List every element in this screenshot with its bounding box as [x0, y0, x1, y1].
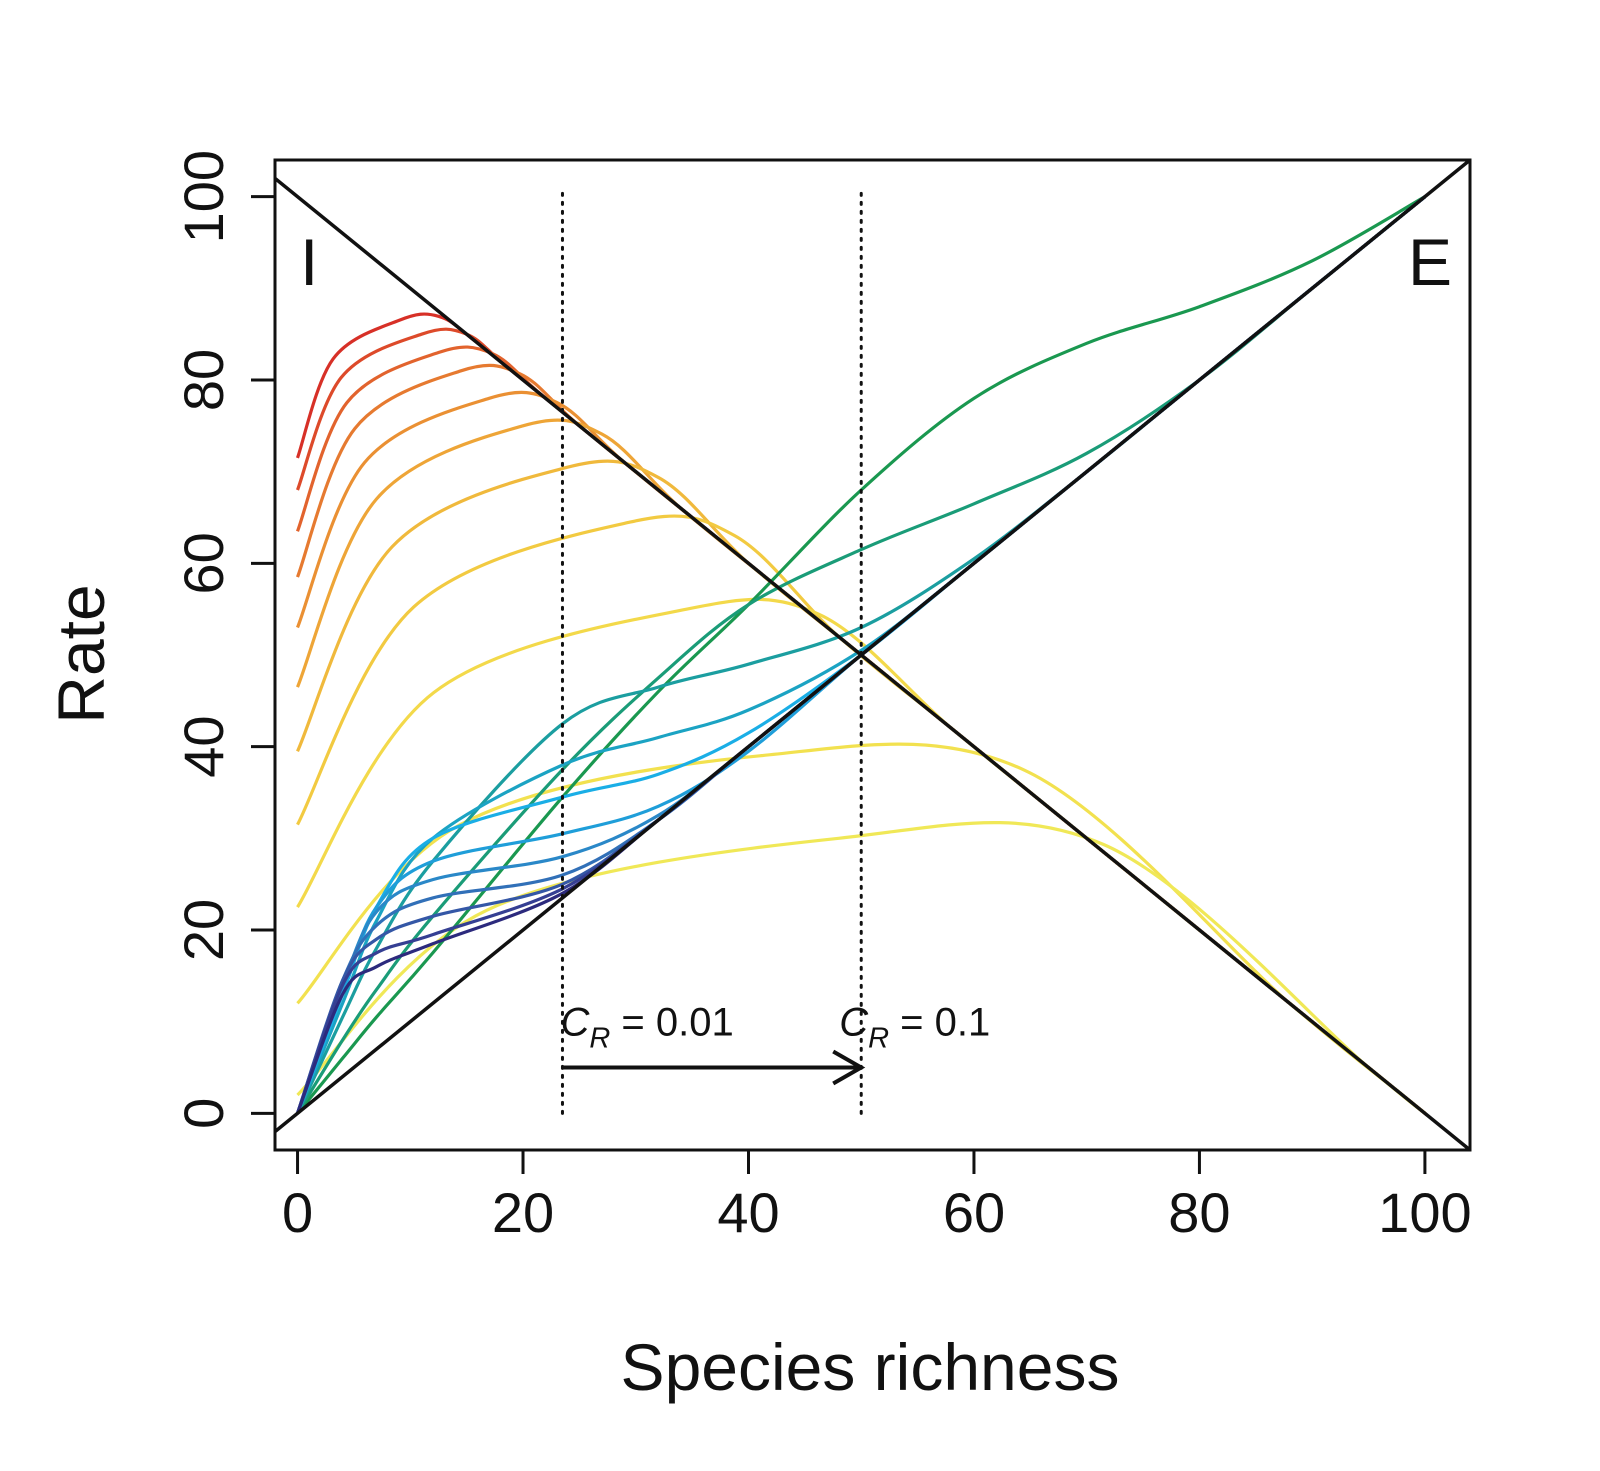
y-tick-label: 0 [172, 1098, 235, 1129]
x-axis-title: Species richness [621, 1330, 1120, 1404]
cr-high-label: CR = 0.1 [839, 1000, 990, 1054]
x-tick-label: 20 [492, 1181, 554, 1244]
plot-frame [273, 158, 1472, 1152]
x-tick-label: 40 [717, 1181, 779, 1244]
y-tick-label: 80 [172, 349, 235, 411]
y-tick-label: 60 [172, 532, 235, 594]
y-axis-title: Rate [44, 584, 118, 723]
marks-layer: CR = 0.01 CR = 0.1 [560, 186, 990, 1115]
x-tick-label: 60 [943, 1181, 1005, 1244]
x-tick-label: 100 [1378, 1181, 1471, 1244]
corner-label-immigration: I [300, 225, 318, 299]
curves-layer [275, 160, 1470, 1150]
x-tick-label: 0 [282, 1181, 313, 1244]
ticks-layer: 0 20 40 60 80 100 0 20 40 60 80 100 [172, 150, 1472, 1244]
cr-low-label: CR = 0.01 [560, 1000, 733, 1054]
x-tick-label: 80 [1168, 1181, 1230, 1244]
y-tick-label: 100 [172, 150, 235, 243]
extinction-curve-1 [296, 195, 1426, 1115]
y-tick-label: 20 [172, 899, 235, 961]
y-tick-label: 40 [172, 716, 235, 778]
shift-arrow-head [832, 1049, 866, 1086]
corner-label-extinction: E [1408, 225, 1452, 299]
